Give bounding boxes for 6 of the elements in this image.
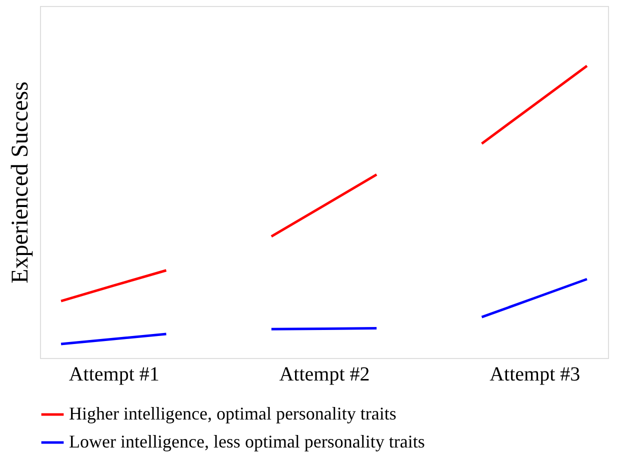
x-tick-label: Attempt #3 [490, 364, 580, 386]
y-axis-title: Experienced Success [8, 82, 34, 284]
x-tick-label: Attempt #2 [279, 364, 370, 386]
legend-label: Higher intelligence, optimal personality traits [69, 404, 396, 424]
x-tick-label: Attempt #1 [68, 364, 160, 386]
legend-label: Lower intelligence, less optimal personality traits [69, 432, 425, 452]
